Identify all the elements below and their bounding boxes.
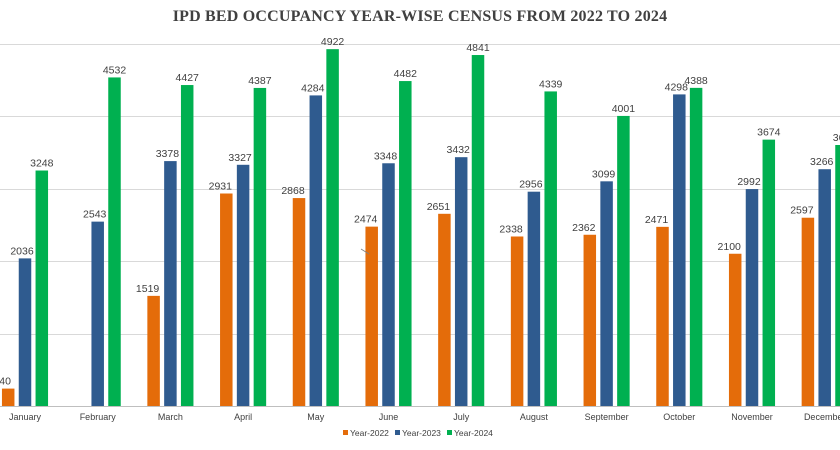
data-label: 4532 xyxy=(103,64,127,76)
data-label: 4482 xyxy=(394,68,418,80)
data-label: 3378 xyxy=(156,148,180,160)
x-tick-label: January xyxy=(9,412,42,422)
data-label: 1519 xyxy=(136,283,160,295)
bar-year-2022 xyxy=(147,295,160,406)
data-label: 2543 xyxy=(83,209,107,221)
bar-year-2024 xyxy=(180,85,194,406)
bar-year-2022 xyxy=(365,226,378,406)
bar-year-2022 xyxy=(510,236,524,406)
leader-line xyxy=(360,248,370,255)
bar-year-2024 xyxy=(108,77,121,407)
bar-year-2023 xyxy=(309,95,323,406)
bar-year-2023 xyxy=(236,164,250,406)
legend-label: Year-2023 xyxy=(402,428,441,438)
data-label: 4388 xyxy=(684,75,708,87)
bar-year-2024 xyxy=(544,91,557,407)
bar-year-2022 xyxy=(583,234,597,406)
bar-year-2022 xyxy=(438,213,451,406)
bar-year-2024 xyxy=(762,139,776,406)
data-label: 2362 xyxy=(572,222,596,234)
data-label: 2471 xyxy=(645,214,669,226)
x-tick-label: March xyxy=(158,412,183,422)
legend-label: Year-2022 xyxy=(350,428,389,438)
data-label: 3266 xyxy=(810,156,834,168)
bar-year-2022 xyxy=(292,198,306,406)
bar-year-2024 xyxy=(835,145,840,406)
bar-year-2024 xyxy=(617,115,630,407)
bar-year-2024 xyxy=(35,170,49,406)
bar-year-2023 xyxy=(164,161,177,406)
data-label: 4339 xyxy=(539,78,563,90)
bar-year-2023 xyxy=(745,189,759,406)
data-label: 360 xyxy=(833,132,840,144)
bar-year-2024 xyxy=(253,87,267,406)
bar-year-2023 xyxy=(91,221,104,406)
data-label: 2338 xyxy=(499,223,523,235)
bar-year-2022 xyxy=(1,388,15,406)
x-tick-label: April xyxy=(234,412,252,422)
bar-year-2024 xyxy=(326,49,339,406)
x-tick-label: June xyxy=(379,412,399,422)
chart-title: IPD BED OCCUPANCY YEAR-WISE CENSUS FROM … xyxy=(172,8,668,25)
data-label: 3248 xyxy=(30,158,54,170)
data-label: 2868 xyxy=(281,185,305,197)
data-label: 3099 xyxy=(592,168,616,180)
legend-swatch xyxy=(395,430,400,435)
data-label: 3348 xyxy=(374,150,398,162)
data-label: 2931 xyxy=(209,181,233,193)
x-tick-label: November xyxy=(731,412,773,422)
legend-label: Year-2024 xyxy=(454,428,493,438)
x-tick-label: August xyxy=(520,412,549,422)
x-tick-label: September xyxy=(585,412,629,422)
bar-year-2022 xyxy=(728,253,742,406)
data-label: 2597 xyxy=(790,205,814,217)
data-label: 2474 xyxy=(354,214,378,226)
legend-swatch xyxy=(447,430,452,435)
bar-year-2024 xyxy=(399,81,412,407)
data-label: 4841 xyxy=(466,42,490,54)
x-tick-label: May xyxy=(307,412,325,422)
data-label: 4387 xyxy=(248,75,272,87)
x-tick-label: October xyxy=(663,412,695,422)
data-label: 3327 xyxy=(228,152,252,164)
bar-year-2023 xyxy=(382,163,395,406)
data-label: 2100 xyxy=(718,241,742,253)
bar-year-2024 xyxy=(689,87,703,407)
bar-year-2022 xyxy=(220,193,233,406)
bar-year-2023 xyxy=(527,191,541,406)
data-label: 2651 xyxy=(427,201,451,213)
data-label: 4922 xyxy=(321,36,345,48)
data-label: 4298 xyxy=(665,81,689,93)
legend-swatch xyxy=(343,430,348,435)
data-label: 4427 xyxy=(176,72,200,84)
data-label: 3432 xyxy=(447,144,471,156)
bar-year-2023 xyxy=(673,94,686,407)
bar-year-2022 xyxy=(656,226,669,406)
data-label: 2956 xyxy=(519,179,543,191)
bar-year-2023 xyxy=(454,157,468,406)
data-label: 2036 xyxy=(10,245,34,257)
bar-year-2024 xyxy=(471,55,485,407)
data-label: 4001 xyxy=(612,103,636,115)
x-tick-label: February xyxy=(80,412,117,422)
x-tick-label: December xyxy=(804,412,840,422)
data-label: 240 xyxy=(0,376,11,388)
x-tick-label: July xyxy=(453,412,470,422)
data-label: 4284 xyxy=(301,82,325,94)
bar-year-2022 xyxy=(801,217,815,406)
bar-year-2023 xyxy=(18,258,32,406)
data-label: 3674 xyxy=(757,127,781,139)
bar-year-2023 xyxy=(818,169,831,406)
data-label: 2992 xyxy=(737,176,761,188)
bar-year-2023 xyxy=(600,181,613,406)
